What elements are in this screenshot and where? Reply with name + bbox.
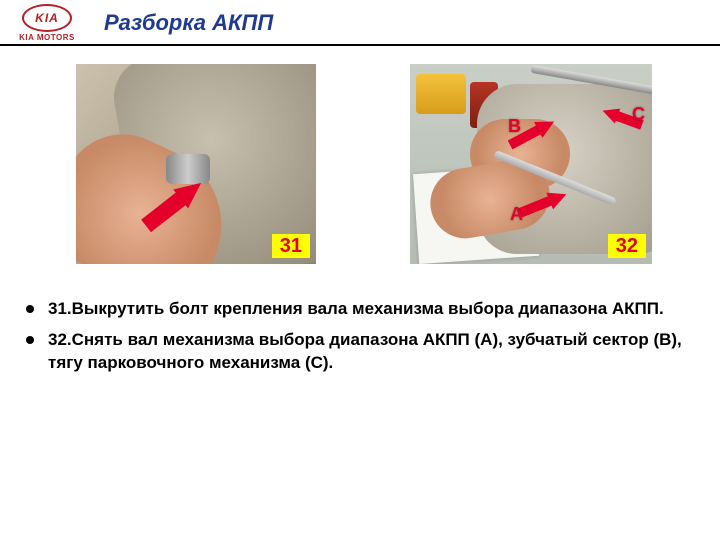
- figure-number-badge: 32: [608, 234, 646, 258]
- kia-logo-text: KIA: [35, 11, 59, 25]
- step-text: 31.Выкрутить болт крепления вала механиз…: [48, 298, 690, 321]
- kia-logo: KIA KIA MOTORS: [12, 4, 82, 42]
- figure-number-badge: 31: [272, 234, 310, 258]
- header: KIA KIA MOTORS Разборка АКПП: [0, 0, 720, 46]
- tool-box: [416, 74, 466, 114]
- page-title: Разборка АКПП: [104, 10, 273, 36]
- figure-31: 31: [76, 64, 316, 264]
- step-item: 32.Снять вал механизма выбора диапазона …: [26, 329, 690, 375]
- bullet-icon: [26, 305, 34, 313]
- kia-logo-subtext: KIA MOTORS: [12, 33, 82, 42]
- bullet-icon: [26, 336, 34, 344]
- kia-logo-oval: KIA: [22, 4, 72, 32]
- callout-b: B: [508, 116, 521, 137]
- step-list: 31.Выкрутить болт крепления вала механиз…: [26, 298, 690, 383]
- callout-c: C: [632, 104, 645, 125]
- callout-a: A: [510, 204, 523, 225]
- step-text: 32.Снять вал механизма выбора диапазона …: [48, 329, 690, 375]
- figure-32: A B C 32: [410, 64, 652, 264]
- figure-row: 31 A B C 32: [0, 64, 720, 294]
- step-item: 31.Выкрутить болт крепления вала механиз…: [26, 298, 690, 321]
